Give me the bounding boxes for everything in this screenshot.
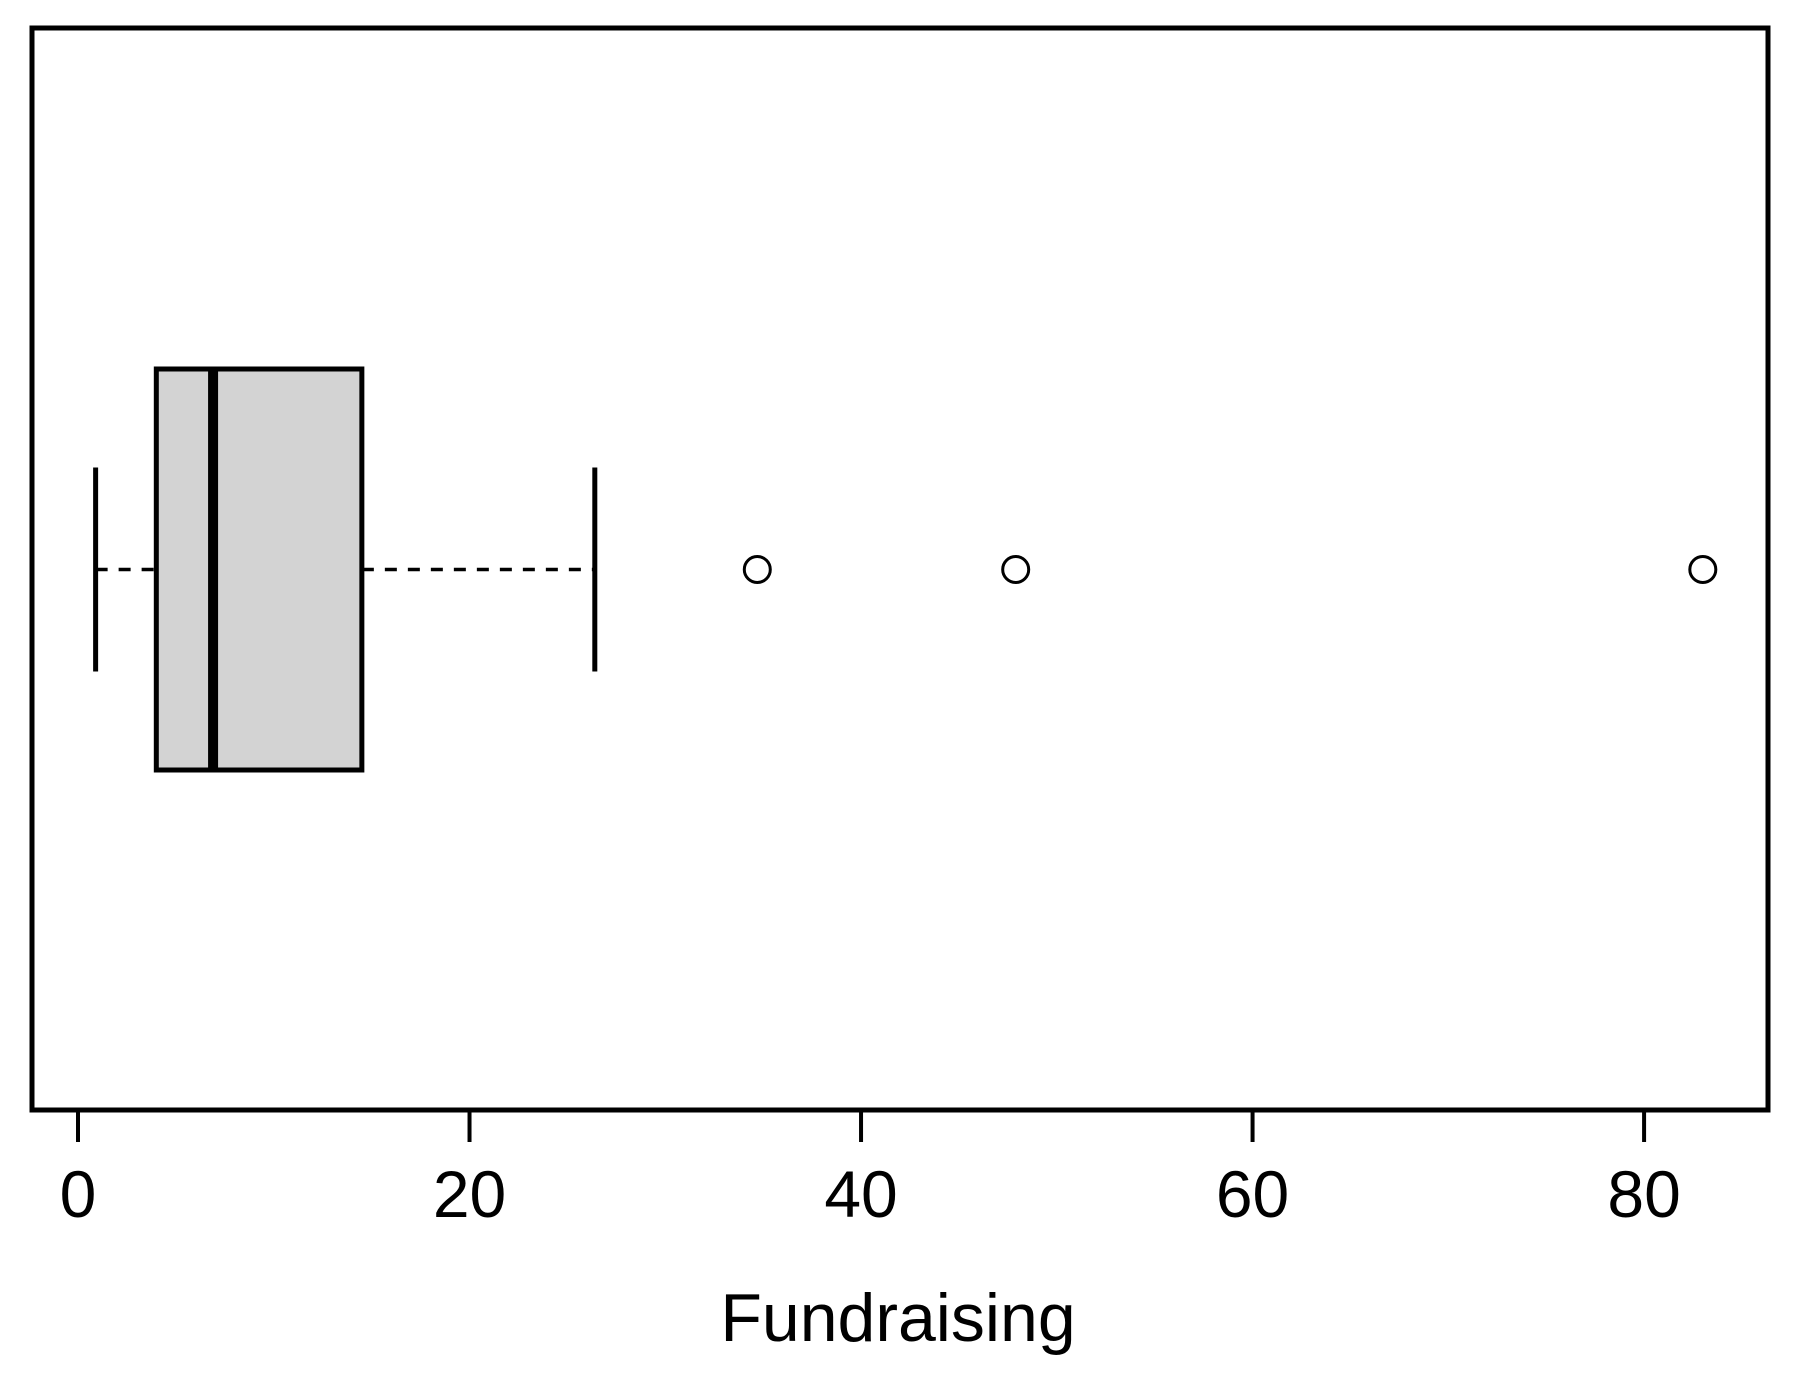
x-axis-tick-label: 0 <box>60 1157 97 1231</box>
outlier-point <box>742 555 772 584</box>
plot-border <box>29 25 1771 1113</box>
x-axis-tick-label: 60 <box>1216 1157 1289 1231</box>
x-axis-tick-label: 80 <box>1607 1157 1680 1231</box>
x-axis-tick-label: 20 <box>433 1157 506 1231</box>
x-axis-tick-label: 40 <box>824 1157 897 1231</box>
outlier-point <box>1688 555 1718 584</box>
chart-elements: 0 20 40 60 80 <box>60 366 1718 1231</box>
outlier-point <box>1001 555 1031 584</box>
x-axis-label: Fundraising <box>720 1280 1075 1356</box>
iqr-box <box>153 366 365 773</box>
